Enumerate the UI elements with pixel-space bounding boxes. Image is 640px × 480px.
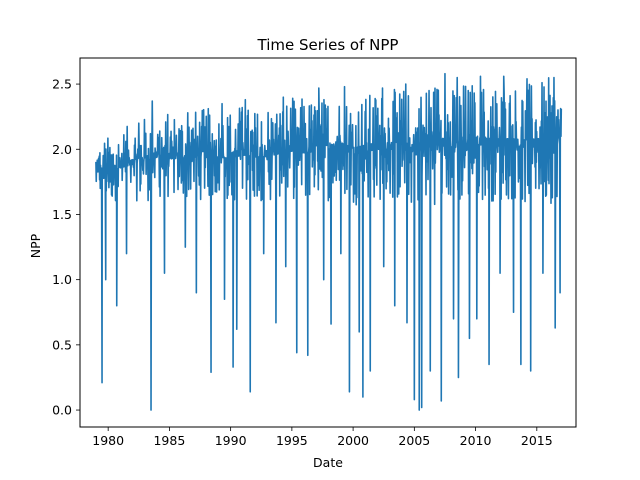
plot-frame — [79, 57, 577, 428]
x-tick-label: 1980 — [92, 433, 124, 448]
x-tick-label: 2015 — [521, 433, 553, 448]
x-tick-label: 2000 — [337, 433, 369, 448]
x-tick-label: 1995 — [276, 433, 308, 448]
y-tick-label: 0.5 — [52, 337, 72, 352]
x-tick-label: 1985 — [153, 433, 185, 448]
plot-area — [95, 72, 563, 411]
y-axis: 0.0 0.5 1.0 1.5 2.0 2.5 — [52, 77, 80, 418]
y-tick-label: 2.0 — [52, 142, 72, 157]
x-tick-label: 2010 — [460, 433, 492, 448]
y-tick-label: 1.5 — [52, 207, 72, 222]
chart-title: Time Series of NPP — [257, 36, 399, 54]
x-axis-title: Date — [313, 455, 343, 470]
series-line — [95, 72, 563, 411]
y-axis-title: NPP — [28, 233, 43, 258]
x-tick-label: 2005 — [398, 433, 430, 448]
y-tick-label: 0.0 — [52, 403, 72, 418]
y-tick-label: 1.0 — [52, 272, 72, 287]
x-tick-label: 1990 — [215, 433, 247, 448]
x-axis: 1980 1985 1990 1995 2000 2005 2010 2015 — [92, 427, 553, 448]
y-tick-label: 2.5 — [52, 77, 72, 92]
